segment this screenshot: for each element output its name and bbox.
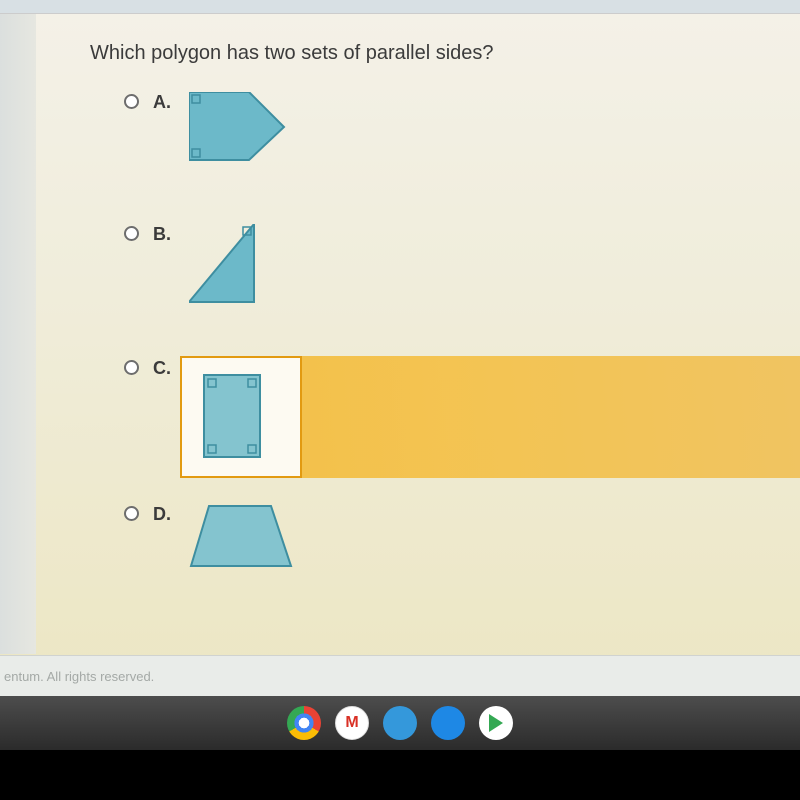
- window-top-bar: [0, 0, 800, 14]
- radio-c[interactable]: [124, 360, 139, 375]
- shape-a-pentagon: [189, 92, 289, 171]
- files-icon[interactable]: [383, 706, 417, 740]
- question-text: Which polygon has two sets of parallel s…: [90, 42, 494, 65]
- radio-a[interactable]: [124, 94, 139, 109]
- option-b-row[interactable]: B.: [124, 224, 263, 313]
- option-c-row[interactable]: C.: [124, 358, 251, 453]
- gmail-icon[interactable]: M: [335, 706, 369, 740]
- chromeos-shelf: M: [0, 696, 800, 750]
- option-b-label: B.: [153, 224, 175, 245]
- camera-icon[interactable]: [431, 706, 465, 740]
- option-d-row[interactable]: D.: [124, 504, 295, 575]
- left-gutter: [0, 14, 36, 654]
- shape-d-trapezoid: [189, 504, 295, 575]
- chrome-icon[interactable]: [287, 706, 321, 740]
- quiz-content: Which polygon has two sets of parallel s…: [36, 14, 800, 654]
- quiz-screen: Which polygon has two sets of parallel s…: [0, 0, 800, 712]
- option-c-label: C.: [153, 358, 175, 379]
- radio-d[interactable]: [124, 506, 139, 521]
- option-d-label: D.: [153, 504, 175, 525]
- shape-b-triangle: [189, 224, 263, 313]
- bezel-bottom: [0, 750, 800, 800]
- copyright-text: entum. All rights reserved.: [4, 669, 154, 684]
- shape-c-rectangle: [203, 374, 265, 469]
- radio-b[interactable]: [124, 226, 139, 241]
- option-a-label: A.: [153, 92, 175, 113]
- option-a-row[interactable]: A.: [124, 92, 289, 171]
- play-store-icon[interactable]: [479, 706, 513, 740]
